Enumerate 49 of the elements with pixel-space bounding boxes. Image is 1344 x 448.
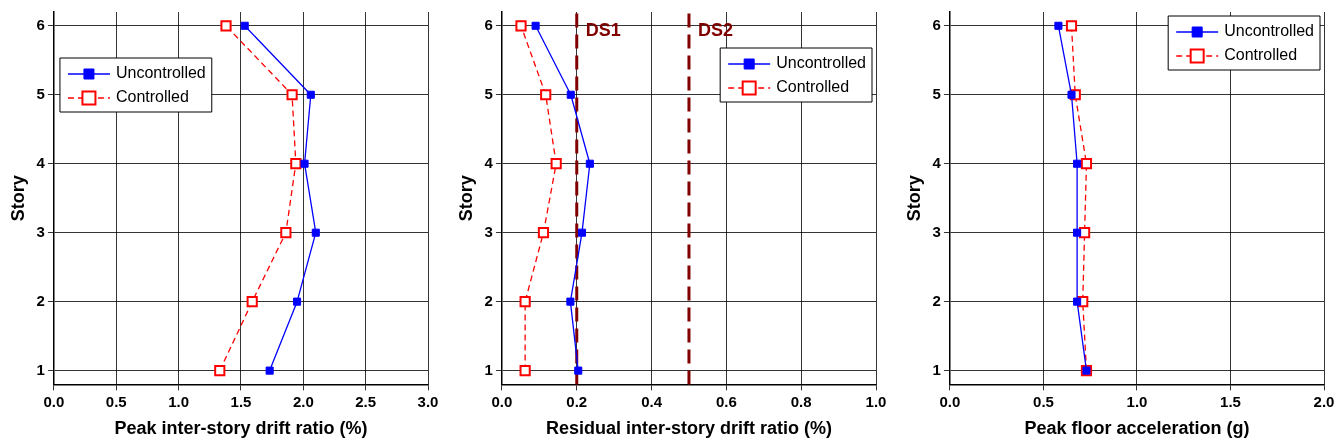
x-tick-label: 0.0	[43, 392, 65, 410]
y-tick-label: 4	[484, 153, 494, 171]
x-tick-label: 0.0	[491, 392, 513, 410]
x-axis-title: Peak inter-story drift ratio (%)	[114, 418, 368, 439]
y-tick-label: 1	[484, 360, 493, 378]
legend-label: Uncontrolled	[776, 54, 866, 72]
x-tick-label: 1.5	[1220, 392, 1241, 410]
x-tick-label: 1.0	[168, 392, 190, 410]
x-tick-label: 0.6	[715, 392, 737, 410]
x-tick-label: 0.8	[790, 392, 812, 410]
legend-label: Controlled	[1224, 46, 1298, 64]
x-tick-label: 0.5	[1033, 392, 1054, 410]
y-tick-label: 1	[36, 360, 45, 378]
x-tick-label: 0.0	[939, 392, 961, 410]
legend-label: Uncontrolled	[1224, 22, 1314, 40]
y-tick-label: 5	[484, 84, 493, 102]
y-tick-label: 4	[932, 153, 942, 171]
y-tick-label: 3	[932, 222, 941, 240]
y-tick-label: 5	[36, 84, 45, 102]
ref-line-label: DS1	[585, 19, 621, 40]
y-tick-label: 2	[932, 291, 941, 309]
x-tick-label: 0.5	[105, 392, 127, 410]
y-tick-label: 6	[932, 15, 941, 33]
y-axis-title: Story	[903, 175, 924, 222]
y-axis-title: Story	[455, 175, 476, 222]
x-tick-label: 1.5	[230, 392, 252, 410]
y-tick-label: 4	[36, 153, 46, 171]
y-tick-label: 3	[36, 222, 45, 240]
x-tick-label: 2.5	[355, 392, 377, 410]
y-tick-label: 5	[932, 84, 941, 102]
x-axis-title: Residual inter-story drift ratio (%)	[545, 418, 832, 439]
legend-label: Controlled	[115, 88, 189, 106]
y-tick-label: 1	[932, 360, 941, 378]
y-tick-label: 6	[36, 15, 45, 33]
x-tick-label: 0.4	[641, 392, 663, 410]
y-tick-label: 2	[484, 291, 493, 309]
x-axis-title: Peak floor acceleration (g)	[1024, 418, 1250, 439]
legend-label: Controlled	[776, 78, 850, 96]
x-tick-label: 0.2	[566, 392, 588, 410]
x-tick-label: 2.0	[1313, 392, 1335, 410]
x-tick-label: 1.0	[1126, 392, 1148, 410]
legend-label: Uncontrolled	[115, 64, 206, 82]
x-tick-label: 2.0	[292, 392, 314, 410]
x-tick-label: 1.0	[865, 392, 887, 410]
y-tick-label: 6	[484, 15, 493, 33]
y-tick-label: 2	[36, 291, 45, 309]
y-tick-label: 3	[484, 222, 493, 240]
y-axis-title: Story	[7, 175, 28, 222]
x-tick-label: 3.0	[417, 392, 439, 410]
